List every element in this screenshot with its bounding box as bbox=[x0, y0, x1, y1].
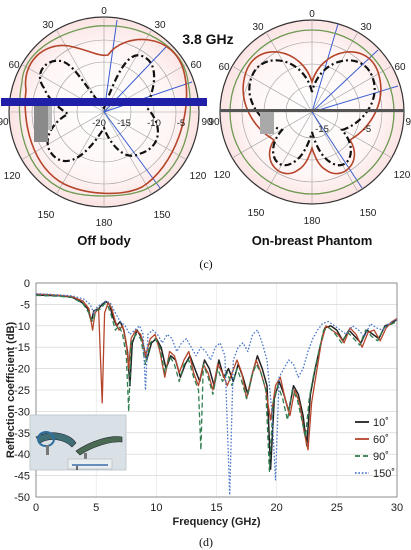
chart-series bbox=[35, 293, 398, 496]
angle-label: 30 bbox=[252, 22, 264, 33]
y-tick-label: -50 bbox=[14, 492, 30, 504]
y-tick-label: -35 bbox=[14, 428, 30, 440]
angle-label: 0 bbox=[101, 6, 107, 17]
polar-trace-black bbox=[248, 59, 376, 167]
panel-label-d: (d) bbox=[199, 535, 213, 549]
angle-label: 150 bbox=[38, 210, 55, 221]
legend-label-3: 90˚ bbox=[373, 451, 389, 463]
y-axis-label: Reflection coefficient (dB) bbox=[5, 322, 17, 459]
blue-highlight-bar bbox=[1, 98, 207, 106]
polar-title-on-breast: On-breast Phantom bbox=[252, 233, 373, 248]
antenna-inset-image bbox=[29, 414, 127, 471]
chart-legend: 10˚ 60˚ 90˚ 150˚ bbox=[355, 417, 395, 480]
y-tick-label: -20 bbox=[14, 364, 30, 376]
gray-marker-block bbox=[260, 112, 274, 134]
radial-label: -5 bbox=[177, 118, 185, 129]
angle-label: 60 bbox=[218, 62, 230, 73]
y-tick-label: -15 bbox=[14, 342, 30, 354]
frequency-title: 3.8 GHz bbox=[182, 31, 233, 47]
angle-label: 30 bbox=[42, 20, 54, 31]
y-tick-label: -5 bbox=[20, 299, 30, 311]
polar-angle-labels: 0 30 30 60 60 90 90 120 120 150 150 180 bbox=[0, 6, 213, 229]
x-tick-label: 20 bbox=[271, 502, 283, 514]
x-tick-label: 10 bbox=[150, 502, 162, 514]
radial-label: -20 bbox=[92, 118, 106, 129]
angle-label: 180 bbox=[304, 216, 321, 227]
angle-label: 120 bbox=[4, 171, 21, 182]
legend-label-2: 60˚ bbox=[373, 434, 389, 446]
angle-label: 90 bbox=[405, 117, 411, 128]
x-axis-label: Frequency (GHz) bbox=[172, 516, 260, 528]
legend-label-4: 150˚ bbox=[373, 468, 395, 480]
y-tick-label: -10 bbox=[14, 321, 30, 333]
angle-label: 120 bbox=[394, 170, 411, 181]
polar-plot-on-breast: 0 30 30 60 60 90 90 120 120 150 150 180 … bbox=[208, 9, 411, 248]
y-tick-label: -30 bbox=[14, 406, 30, 418]
x-tick-label: 0 bbox=[33, 502, 39, 514]
y-tick-label: -25 bbox=[14, 385, 30, 397]
polar-trace-brown bbox=[24, 38, 188, 195]
polar-trace-black bbox=[38, 54, 159, 162]
y-tick-label: -45 bbox=[14, 471, 30, 483]
angle-label: 120 bbox=[214, 170, 231, 181]
panel-label-c: (c) bbox=[199, 257, 212, 271]
angle-label: 150 bbox=[360, 208, 377, 219]
x-tick-label: 30 bbox=[391, 502, 403, 514]
x-tick-label: 15 bbox=[210, 502, 222, 514]
angle-label: 30 bbox=[154, 20, 166, 31]
polar-reference-rays bbox=[311, 23, 399, 189]
polar-title-off-body: Off body bbox=[77, 233, 131, 248]
polar-trace-green bbox=[229, 29, 395, 195]
polar-radial-labels: -20 -15 -10 -5 bbox=[92, 118, 185, 129]
y-tick-label: 0 bbox=[24, 278, 30, 290]
radial-label: -5 bbox=[363, 124, 371, 135]
gray-marker-block bbox=[34, 106, 48, 142]
polar-plot-off-body: 0 30 30 60 60 90 90 120 120 150 150 180 … bbox=[0, 6, 213, 248]
angle-label: 180 bbox=[96, 218, 113, 229]
reflection-coefficient-chart: 0-5-10-15-20-25-30-35-40-45-500 5 10 15 20 25… bbox=[5, 278, 403, 528]
polar-reference-rays bbox=[103, 19, 193, 189]
plot-frame bbox=[35, 282, 398, 498]
gray-highlight-bar bbox=[220, 109, 404, 112]
series-line-2 bbox=[35, 293, 398, 451]
angle-label: 90 bbox=[0, 117, 9, 128]
chart-axes: 0-5-10-15-20-25-30-35-40-45-500 5 10 15 20 25… bbox=[5, 278, 403, 528]
angle-label: 30 bbox=[360, 22, 372, 33]
polar-angle-labels: 0 30 30 60 60 90 90 120 120 150 150 180 bbox=[208, 9, 411, 227]
polar-radial-labels: -15 -5 bbox=[315, 124, 371, 135]
angle-label: 60 bbox=[8, 60, 20, 71]
radial-label: -15 bbox=[117, 118, 131, 129]
legend-label-1: 10˚ bbox=[373, 417, 389, 429]
polar-trace-green bbox=[18, 25, 191, 197]
radial-label: -10 bbox=[147, 118, 161, 129]
y-tick-label: -40 bbox=[14, 449, 30, 461]
angle-label: 150 bbox=[154, 210, 171, 221]
radial-label: -15 bbox=[315, 124, 329, 135]
polar-trace-brown bbox=[242, 51, 382, 175]
angle-label: 60 bbox=[394, 62, 406, 73]
angle-label: 150 bbox=[248, 208, 265, 219]
series-line-4 bbox=[35, 293, 398, 496]
angle-label: 90 bbox=[201, 117, 213, 128]
gray-marker-block bbox=[48, 106, 52, 130]
angle-label: 120 bbox=[190, 171, 207, 182]
angle-label: 60 bbox=[190, 60, 202, 71]
series-line-3 bbox=[35, 294, 398, 472]
x-tick-label: 25 bbox=[331, 502, 343, 514]
angle-label: 90 bbox=[208, 117, 220, 128]
angle-label: 0 bbox=[309, 9, 315, 20]
x-tick-label: 5 bbox=[93, 502, 99, 514]
